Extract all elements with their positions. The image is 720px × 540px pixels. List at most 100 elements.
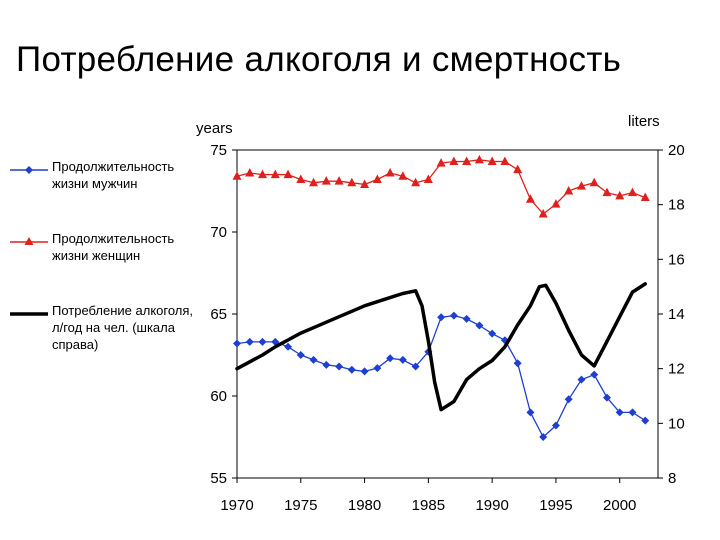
data-point-men — [296, 351, 305, 359]
data-point-women — [398, 171, 408, 180]
x-tick-label: 2000 — [603, 497, 636, 514]
data-point-men — [258, 337, 267, 346]
x-tick-label: 1995 — [539, 497, 572, 514]
data-point-women — [449, 156, 459, 165]
data-point-women — [487, 156, 497, 165]
y-left-tick-label: 60 — [210, 388, 227, 405]
data-point-women — [513, 164, 523, 174]
plot-area-border — [236, 149, 659, 479]
data-point-women — [538, 208, 548, 218]
data-point-men — [360, 367, 369, 376]
legend-label-men: Продолжительность жизни мужчин — [52, 159, 175, 191]
data-point-men — [245, 337, 254, 346]
data-point-men — [449, 311, 458, 320]
y-left-tick-label: 70 — [210, 224, 227, 241]
data-point-women — [436, 158, 446, 167]
series-line-alcohol — [235, 282, 647, 412]
legend-item-alcohol: Потребление алкоголя, л/год на чел. (шка… — [10, 302, 200, 392]
data-point-men — [577, 375, 586, 384]
x-tick-label: 1970 — [220, 497, 253, 514]
data-point-men — [373, 364, 382, 373]
legend-item-women: Продолжительность жизни женщин — [10, 230, 200, 302]
legend-symbol-men-diamond — [10, 166, 48, 174]
legend-symbol-women-triangle — [10, 237, 48, 245]
data-point-women — [564, 186, 574, 195]
data-point-women — [385, 167, 395, 177]
x-tick-label: 1975 — [284, 497, 317, 514]
data-point-women — [347, 177, 357, 187]
data-point-men — [488, 329, 497, 338]
y-right-tick-label: 8 — [668, 470, 676, 487]
data-point-men — [462, 314, 471, 323]
data-point-women — [462, 156, 472, 165]
y-left-unit-label: years — [196, 120, 233, 137]
y-right-tick-label: 20 — [668, 142, 685, 159]
data-point-women — [602, 187, 612, 197]
data-point-women — [360, 179, 370, 188]
data-point-women — [296, 174, 306, 184]
data-point-men — [322, 360, 331, 369]
data-point-men — [641, 416, 650, 425]
data-point-men — [233, 339, 241, 348]
data-point-men — [347, 365, 356, 374]
data-point-men — [284, 342, 293, 351]
y-left-tick-label: 55 — [210, 470, 227, 487]
legend-label-alcohol: Потребление алкоголя, л/год на чел. (шка… — [52, 303, 194, 352]
legend-symbol-alcohol-line — [10, 312, 48, 316]
data-point-men — [475, 321, 484, 330]
data-point-men — [615, 408, 624, 417]
x-tick-label: 1990 — [475, 497, 508, 514]
data-point-women — [270, 169, 280, 179]
data-point-women — [627, 187, 637, 197]
data-point-men — [309, 355, 318, 364]
data-point-women — [474, 154, 484, 164]
legend-label-women: Продолжительность жизни женщин — [52, 231, 175, 263]
data-point-men — [386, 354, 395, 363]
data-point-women — [321, 176, 331, 185]
data-point-women — [551, 199, 561, 208]
data-point-women — [525, 194, 535, 203]
legend-item-men: Продолжительность жизни мужчин — [10, 158, 200, 230]
y-right-tick-label: 18 — [668, 197, 685, 214]
data-point-men — [411, 362, 420, 371]
series-alcohol — [235, 282, 647, 412]
data-point-men — [513, 359, 522, 368]
data-point-women — [615, 190, 625, 200]
series-women — [232, 154, 650, 218]
data-point-men — [590, 370, 599, 379]
y-right-tick-label: 10 — [668, 415, 685, 432]
data-point-men — [335, 362, 344, 371]
data-point-women — [258, 169, 268, 179]
y-right-tick-label: 14 — [668, 306, 685, 323]
data-point-men — [602, 393, 611, 402]
data-point-women — [589, 177, 599, 187]
series-men — [233, 311, 650, 441]
data-point-women — [232, 171, 242, 180]
y-left-tick-label: 75 — [210, 142, 227, 159]
x-tick-label: 1985 — [412, 497, 445, 514]
y-right-unit-label: liters — [628, 113, 660, 130]
data-point-women — [334, 176, 344, 185]
data-point-men — [437, 313, 446, 322]
data-point-women — [283, 169, 293, 179]
data-point-women — [500, 156, 510, 165]
x-tick-label: 1980 — [348, 497, 381, 514]
data-point-men — [539, 433, 548, 441]
page-title: Потребление алкоголя и смертность — [16, 40, 622, 79]
data-point-women — [309, 177, 319, 187]
data-point-men — [628, 408, 637, 417]
data-point-women — [411, 177, 421, 187]
y-right-tick-label: 16 — [668, 251, 685, 268]
data-point-women — [576, 181, 586, 190]
data-point-men — [551, 421, 560, 430]
data-point-women — [245, 167, 255, 177]
data-point-women — [423, 174, 433, 184]
data-point-men — [564, 395, 573, 404]
data-point-women — [372, 174, 382, 184]
data-point-women — [640, 192, 650, 202]
data-point-men — [526, 408, 535, 417]
y-left-tick-label: 65 — [210, 306, 227, 323]
chart-legend: Продолжительность жизни мужчин Продолжит… — [10, 158, 200, 392]
data-point-men — [398, 355, 407, 364]
